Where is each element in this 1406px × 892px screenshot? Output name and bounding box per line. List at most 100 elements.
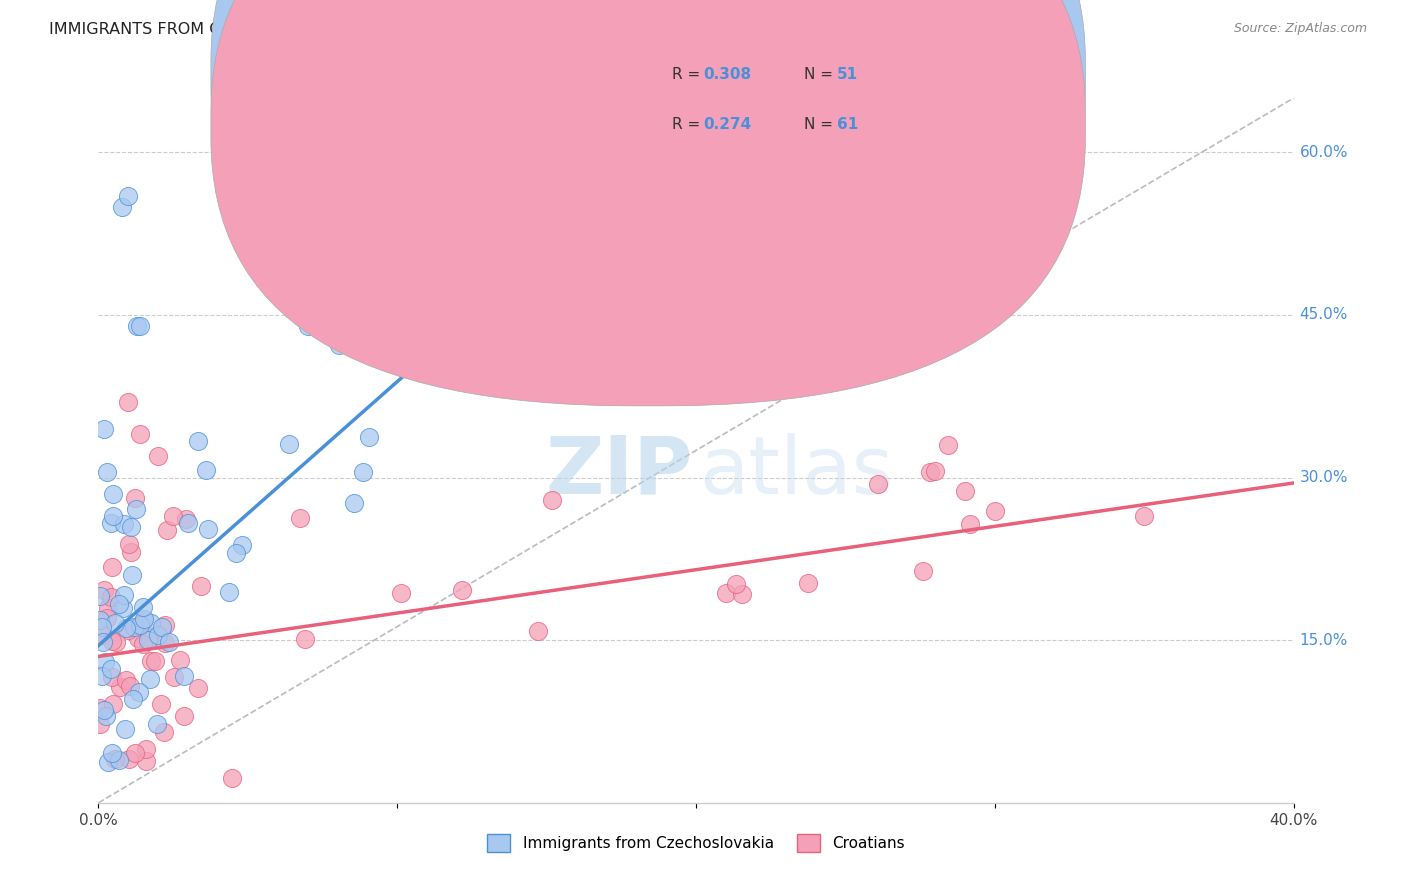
Point [103, 487, 125, 501]
Point [148, 449, 170, 463]
Point [221, 771, 243, 785]
Point [953, 484, 976, 499]
Point [89, 716, 111, 731]
Point [120, 679, 142, 693]
Point [129, 318, 152, 333]
Point [117, 394, 139, 409]
Point [451, 583, 474, 598]
Point [125, 501, 148, 516]
Point [136, 632, 159, 647]
Point [94, 655, 117, 669]
Point [174, 512, 197, 526]
Point [120, 520, 142, 534]
Point [297, 319, 319, 334]
Point [90, 620, 112, 634]
Point [100, 670, 122, 684]
Point [155, 635, 177, 649]
Point [135, 754, 157, 768]
Point [797, 575, 820, 590]
Point [194, 463, 217, 477]
Point [541, 493, 564, 508]
Point [91, 635, 114, 649]
Point [104, 615, 127, 630]
Point [132, 600, 155, 615]
Text: 61: 61 [837, 118, 858, 132]
Point [128, 618, 150, 632]
Point [984, 504, 1007, 518]
Point [231, 538, 253, 552]
Text: 30.0%: 30.0% [1299, 470, 1348, 485]
Point [143, 654, 166, 668]
Text: N =: N = [804, 118, 838, 132]
Text: N =: N = [804, 67, 838, 81]
Point [108, 597, 131, 611]
Point [122, 692, 145, 706]
Point [103, 508, 125, 523]
Text: atlas: atlas [700, 433, 894, 510]
Text: ZIP: ZIP [546, 433, 692, 510]
Point [918, 465, 941, 479]
Point [115, 673, 138, 688]
Point [89, 589, 111, 603]
Point [197, 522, 219, 536]
Point [117, 188, 139, 202]
Point [225, 545, 247, 559]
Point [124, 491, 146, 505]
Point [111, 200, 134, 214]
Point [108, 752, 131, 766]
Point [156, 523, 179, 537]
Point [141, 616, 163, 631]
Point [89, 614, 111, 628]
Point [731, 587, 754, 601]
Point [90, 628, 112, 642]
Text: 60.0%: 60.0% [1299, 145, 1348, 160]
Point [924, 463, 946, 477]
Point [100, 591, 122, 605]
Point [89, 701, 111, 715]
Point [118, 537, 141, 551]
Point [96, 756, 118, 770]
Legend: Immigrants from Czechoslovakia, Croatians: Immigrants from Czechoslovakia, Croatian… [481, 828, 911, 859]
Point [162, 508, 184, 523]
Point [153, 618, 176, 632]
Point [190, 579, 212, 593]
Point [146, 717, 169, 731]
Point [527, 624, 550, 638]
Point [328, 338, 350, 352]
Point [163, 671, 186, 685]
Point [150, 620, 173, 634]
Point [105, 635, 128, 649]
Point [97, 601, 120, 615]
Point [134, 612, 156, 626]
Point [101, 698, 124, 712]
Point [169, 653, 191, 667]
Point [117, 624, 139, 638]
Point [96, 465, 118, 479]
Point [132, 614, 155, 628]
Text: R =: R = [672, 118, 706, 132]
Point [128, 685, 150, 699]
Point [127, 318, 149, 333]
Point [138, 630, 160, 644]
Point [278, 437, 301, 451]
Point [115, 621, 138, 635]
Text: 0.274: 0.274 [703, 118, 751, 132]
Point [1133, 508, 1156, 523]
Point [834, 91, 856, 105]
Point [120, 545, 142, 559]
Point [352, 465, 374, 479]
Point [135, 742, 157, 756]
Text: IMMIGRANTS FROM CZECHOSLOVAKIA VS CROATIAN SENIORS POVERTY OVER THE AGE OF 75 CO: IMMIGRANTS FROM CZECHOSLOVAKIA VS CROATI… [49, 22, 979, 37]
Point [100, 516, 122, 530]
Point [101, 560, 124, 574]
Point [173, 669, 195, 683]
Point [118, 752, 141, 766]
Point [93, 422, 115, 436]
Point [101, 634, 124, 648]
Text: 45.0%: 45.0% [1299, 308, 1348, 322]
Point [218, 585, 240, 599]
Point [96, 709, 118, 723]
Point [112, 516, 135, 531]
Point [157, 635, 180, 649]
Point [124, 619, 146, 633]
